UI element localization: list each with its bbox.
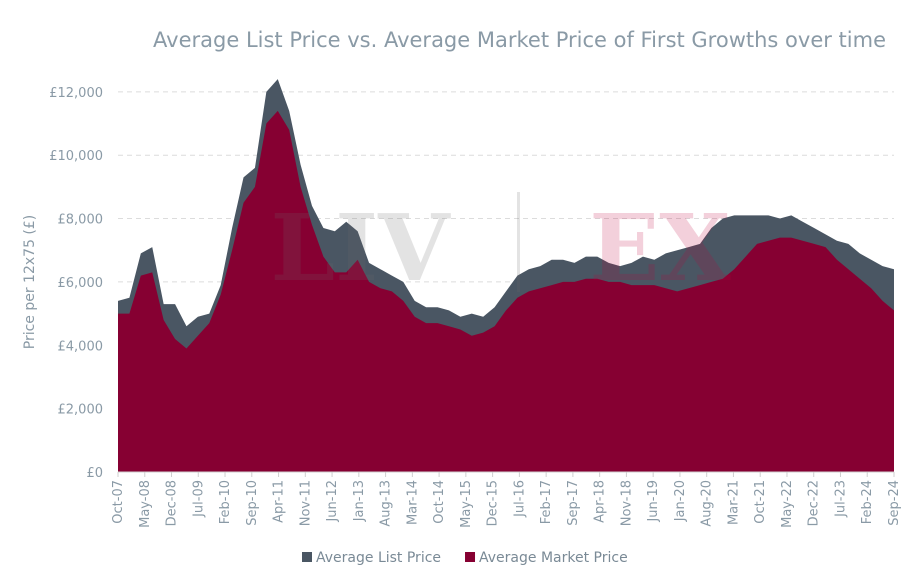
legend-label: Average List Price <box>316 550 441 566</box>
x-tick-label: Aug-20 <box>700 480 715 527</box>
y-tick-label: £4,000 <box>58 339 104 354</box>
x-tick-label: Dec-15 <box>486 480 501 526</box>
x-tick-label: Jul-09 <box>191 480 206 518</box>
x-tick-label: Nov-18 <box>619 480 634 526</box>
x-tick-label: Dec-08 <box>165 480 180 526</box>
x-tick-label: Sep-17 <box>566 480 581 526</box>
x-tick-label: Jan-20 <box>673 480 688 522</box>
legend-swatch <box>302 552 312 562</box>
x-tick-label: May-15 <box>459 480 474 528</box>
y-tick-label: £8,000 <box>58 213 104 228</box>
y-tick-label: £0 <box>86 466 103 481</box>
x-tick-label: May-22 <box>780 480 795 528</box>
y-axis-label: Price per 12x75 (£) <box>22 215 38 350</box>
x-tick-label: Dec-22 <box>807 480 822 526</box>
watermark-logo: LIV EX <box>270 192 731 302</box>
x-tick-label: Feb-17 <box>539 480 554 524</box>
x-axis: Oct-07 May-08 Dec-08 Jul-09 Feb-10 Sep-10 Apr-… <box>111 472 902 528</box>
x-tick-label: Jul-16 <box>512 480 527 518</box>
legend: Average List Price Average Market Price <box>302 550 628 566</box>
y-tick-label: £10,000 <box>49 149 103 164</box>
x-tick-label: Oct-07 <box>111 480 126 524</box>
x-tick-label: Oct-14 <box>432 480 447 524</box>
x-tick-label: Jun-19 <box>646 480 661 523</box>
watermark-text-ex: EX <box>589 194 731 302</box>
legend-item[interactable]: Average Market Price <box>465 550 628 566</box>
x-tick-label: Feb-10 <box>218 480 233 524</box>
x-tick-label: Jun-12 <box>325 480 340 523</box>
legend-swatch <box>465 552 476 562</box>
y-tick-label: £12,000 <box>49 86 103 101</box>
watermark-text-liv: LIV <box>270 194 451 302</box>
x-tick-label: Sep-10 <box>245 480 260 526</box>
x-tick-label: Feb-24 <box>860 480 875 524</box>
y-axis: £0 £2,000 £4,000 £6,000 £8,000 £10,000 £12,000 <box>49 86 103 481</box>
x-tick-label: Aug-13 <box>379 480 394 527</box>
x-tick-label: Sep-24 <box>887 480 902 526</box>
watermark-divider <box>517 192 520 292</box>
x-tick-label: Mar-14 <box>405 480 420 525</box>
x-tick-label: Apr-11 <box>272 480 287 523</box>
x-tick-label: Nov-11 <box>298 480 313 526</box>
y-tick-label: £2,000 <box>58 403 104 418</box>
legend-item[interactable]: Average List Price <box>302 550 441 566</box>
plot-areas <box>118 79 894 473</box>
x-tick-label: Jul-23 <box>833 480 848 518</box>
x-tick-label: May-08 <box>138 480 153 528</box>
average-market-price-area <box>118 110 894 472</box>
legend-label: Average Market Price <box>479 550 628 566</box>
chart-title: Average List Price vs. Average Market Pr… <box>153 28 886 52</box>
x-tick-label: Oct-21 <box>753 480 768 524</box>
x-tick-label: Jan-13 <box>352 480 367 522</box>
x-tick-label: Mar-21 <box>726 480 741 525</box>
y-tick-label: £6,000 <box>58 276 104 291</box>
x-tick-label: Apr-18 <box>593 480 608 523</box>
